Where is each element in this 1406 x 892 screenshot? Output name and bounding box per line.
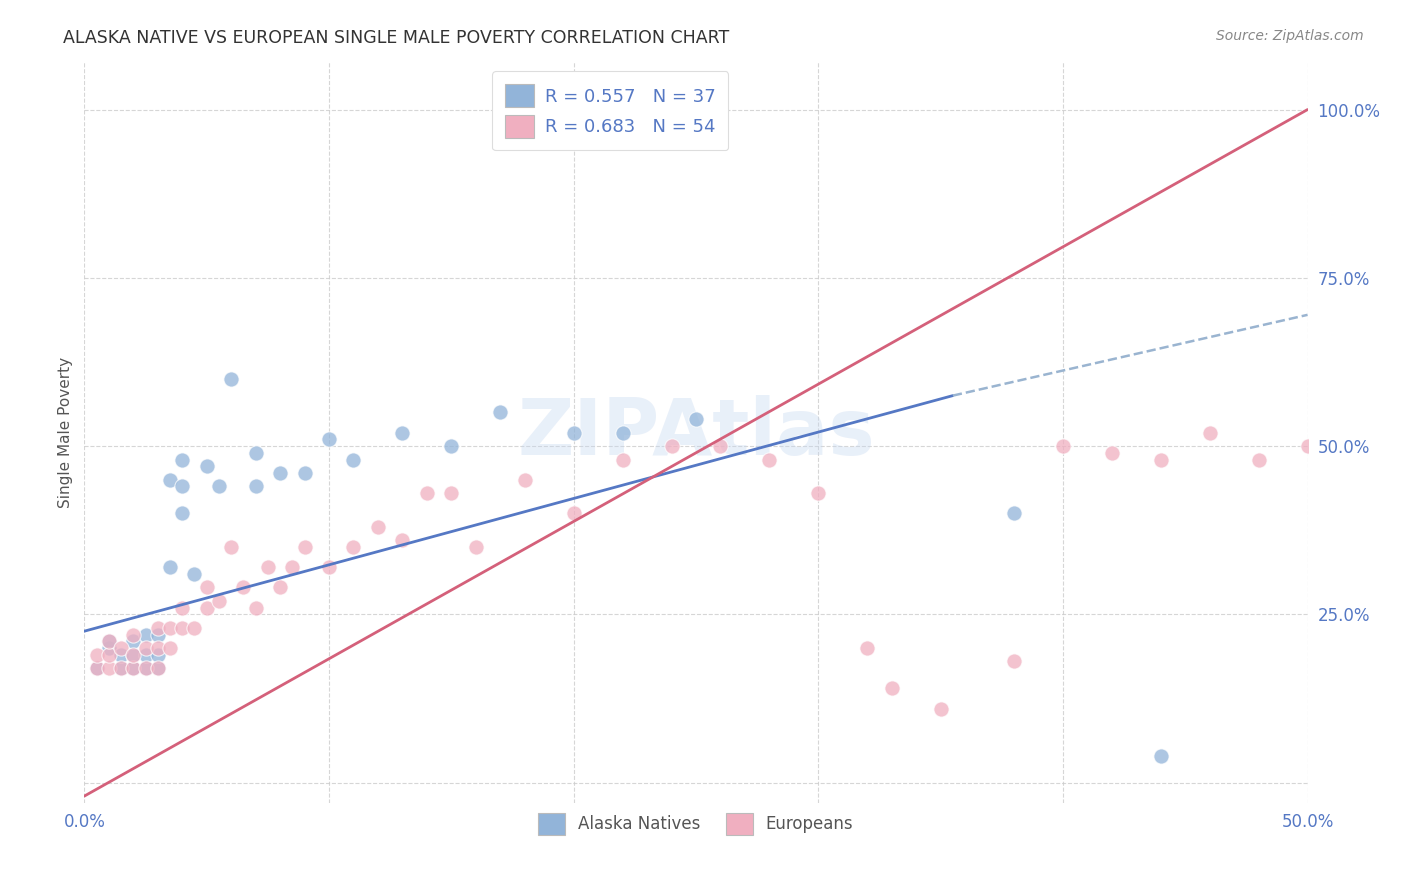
Text: ALASKA NATIVE VS EUROPEAN SINGLE MALE POVERTY CORRELATION CHART: ALASKA NATIVE VS EUROPEAN SINGLE MALE PO…	[63, 29, 730, 46]
Point	[110, 661, 132, 675]
Point	[159, 640, 181, 655]
Point	[110, 648, 132, 662]
Point	[219, 372, 242, 386]
Point	[1002, 655, 1025, 669]
Point	[86, 648, 108, 662]
Point	[1296, 439, 1319, 453]
Point	[342, 540, 364, 554]
Point	[440, 439, 463, 453]
Point	[135, 661, 157, 675]
Point	[208, 594, 231, 608]
Point	[1247, 452, 1270, 467]
Point	[97, 634, 120, 648]
Point	[146, 661, 169, 675]
Point	[1002, 507, 1025, 521]
Point	[135, 640, 157, 655]
Point	[342, 452, 364, 467]
Point	[416, 486, 439, 500]
Point	[135, 648, 157, 662]
Point	[318, 560, 340, 574]
Point	[195, 459, 218, 474]
Point	[97, 640, 120, 655]
Point	[97, 648, 120, 662]
Point	[146, 661, 169, 675]
Point	[294, 540, 316, 554]
Point	[391, 425, 413, 440]
Point	[122, 648, 145, 662]
Point	[159, 560, 181, 574]
Point	[880, 681, 903, 696]
Point	[318, 433, 340, 447]
Point	[269, 581, 291, 595]
Legend: Alaska Natives, Europeans: Alaska Natives, Europeans	[527, 802, 865, 847]
Point	[281, 560, 304, 574]
Point	[146, 627, 169, 641]
Point	[122, 661, 145, 675]
Point	[97, 661, 120, 675]
Point	[208, 479, 231, 493]
Point	[122, 648, 145, 662]
Point	[146, 648, 169, 662]
Point	[758, 452, 780, 467]
Point	[195, 581, 218, 595]
Point	[146, 621, 169, 635]
Point	[86, 661, 108, 675]
Y-axis label: Single Male Poverty: Single Male Poverty	[58, 357, 73, 508]
Point	[135, 627, 157, 641]
Point	[122, 634, 145, 648]
Point	[257, 560, 280, 574]
Point	[195, 600, 218, 615]
Point	[1198, 425, 1220, 440]
Point	[245, 479, 267, 493]
Point	[269, 466, 291, 480]
Point	[245, 446, 267, 460]
Point	[367, 520, 389, 534]
Point	[172, 452, 194, 467]
Point	[562, 507, 585, 521]
Point	[110, 661, 132, 675]
Point	[1052, 439, 1074, 453]
Point	[97, 634, 120, 648]
Point	[183, 621, 205, 635]
Point	[685, 412, 707, 426]
Point	[464, 540, 486, 554]
Point	[232, 581, 254, 595]
Point	[122, 661, 145, 675]
Point	[391, 533, 413, 548]
Point	[122, 627, 145, 641]
Point	[489, 405, 512, 419]
Point	[172, 621, 194, 635]
Point	[807, 486, 830, 500]
Point	[159, 473, 181, 487]
Point	[183, 566, 205, 581]
Point	[709, 439, 731, 453]
Point	[562, 425, 585, 440]
Point	[294, 466, 316, 480]
Point	[513, 473, 536, 487]
Point	[612, 425, 634, 440]
Point	[110, 640, 132, 655]
Point	[172, 600, 194, 615]
Point	[1150, 748, 1173, 763]
Point	[440, 486, 463, 500]
Point	[159, 621, 181, 635]
Text: ZIPAtlas: ZIPAtlas	[517, 394, 875, 471]
Point	[1150, 452, 1173, 467]
Text: Source: ZipAtlas.com: Source: ZipAtlas.com	[1216, 29, 1364, 43]
Point	[135, 661, 157, 675]
Point	[86, 661, 108, 675]
Point	[856, 640, 879, 655]
Point	[146, 640, 169, 655]
Point	[612, 452, 634, 467]
Point	[172, 479, 194, 493]
Point	[661, 439, 683, 453]
Point	[245, 600, 267, 615]
Point	[929, 701, 952, 715]
Point	[1101, 446, 1123, 460]
Point	[172, 507, 194, 521]
Point	[219, 540, 242, 554]
